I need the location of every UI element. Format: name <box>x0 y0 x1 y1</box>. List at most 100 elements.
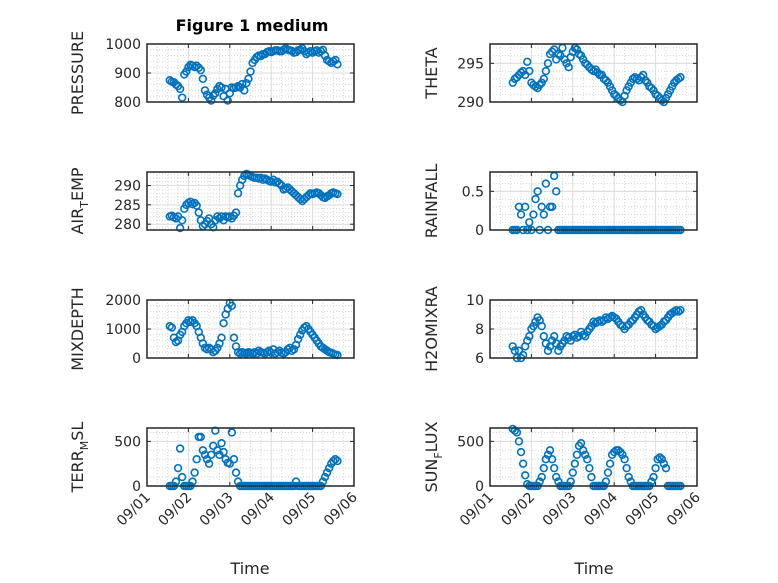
data-point <box>581 450 590 459</box>
data-point <box>171 477 181 486</box>
y-axis-label: H2OMIXRA <box>422 286 441 372</box>
data-point <box>510 426 520 435</box>
data-point <box>322 468 332 477</box>
y-tick-label: 800 <box>114 95 141 111</box>
data-point <box>211 89 220 98</box>
data-point <box>552 187 561 196</box>
y-tick-label: 285 <box>114 198 141 214</box>
axes-border <box>146 43 355 103</box>
data-point <box>198 339 208 348</box>
data-point <box>533 187 542 196</box>
x-axis-label: Time <box>573 559 613 578</box>
y-axis-label: THETA <box>422 47 441 99</box>
y-axis-label: MIXDEPTH <box>68 287 87 370</box>
data-point <box>676 73 685 82</box>
data-point <box>196 432 206 442</box>
y-tick-label: 290 <box>457 95 484 111</box>
data-point <box>198 74 208 84</box>
x-tick-label: 09/01 <box>457 490 497 530</box>
data-point <box>525 332 534 341</box>
data-point <box>541 66 551 76</box>
axes-frame <box>489 171 698 231</box>
panel-5-marks: 6 8 10 <box>466 293 698 367</box>
data-point <box>233 189 243 198</box>
data-point <box>549 45 559 54</box>
data-point <box>537 321 546 331</box>
data-point <box>275 179 284 188</box>
data-point <box>198 446 208 455</box>
data-point <box>547 202 557 212</box>
data-point <box>659 459 669 468</box>
data-point <box>177 472 187 482</box>
data-point <box>552 472 561 482</box>
data-point <box>175 84 185 94</box>
data-point <box>231 468 241 477</box>
data-point <box>566 477 575 486</box>
data-point <box>585 463 594 473</box>
y-tick-label: 0 <box>475 479 484 495</box>
data-point <box>225 459 235 468</box>
data-point <box>647 477 656 486</box>
data-point <box>233 477 243 486</box>
data-point <box>676 305 685 315</box>
data-point <box>601 477 611 486</box>
data-point <box>523 57 532 66</box>
data-point <box>593 68 602 77</box>
data-point <box>219 447 228 457</box>
data-point <box>324 463 334 473</box>
figure-title: Figure 1 medium <box>176 16 329 35</box>
data-point <box>618 450 627 459</box>
data-point <box>318 477 328 486</box>
data-point <box>578 446 588 455</box>
data-point <box>641 76 650 85</box>
data-point <box>612 91 621 101</box>
axes-border <box>146 299 355 359</box>
data-point <box>539 463 549 473</box>
data-point <box>520 202 530 212</box>
y-tick-label: 2000 <box>105 293 141 309</box>
data-point <box>657 455 667 464</box>
x-tick-label: 09/06 <box>664 489 704 529</box>
data-point <box>331 55 340 65</box>
data-point <box>190 468 199 477</box>
data-point <box>508 342 517 351</box>
y-tick-label: 500 <box>457 434 484 450</box>
y-tick-label: 0 <box>475 223 484 239</box>
data-point <box>219 319 228 328</box>
data-point <box>202 455 212 464</box>
y-axis-label: RAINFALL <box>422 164 441 239</box>
data-point <box>295 330 305 339</box>
data-point <box>514 346 524 355</box>
data-point <box>568 468 577 477</box>
data-point <box>510 346 520 355</box>
data-point <box>539 210 549 219</box>
panel-0-marks: 800 900 1000 <box>105 37 355 111</box>
data-point <box>211 426 220 435</box>
data-point <box>333 189 342 199</box>
data-point <box>529 321 538 331</box>
axes-border <box>146 171 355 231</box>
data-point <box>572 450 582 459</box>
panel-4-marks: 0 1000 2000 <box>105 293 355 367</box>
x-tick-label: 09/01 <box>114 490 154 530</box>
data-point <box>173 463 183 473</box>
data-point <box>651 463 660 473</box>
data-point <box>333 456 342 466</box>
data-point <box>200 86 210 95</box>
data-point <box>256 51 266 61</box>
data-point <box>217 333 226 342</box>
data-point <box>529 210 538 219</box>
data-point <box>572 45 582 54</box>
data-point <box>576 438 586 448</box>
y-tick-label: 0.5 <box>462 184 484 200</box>
x-tick-label: 09/05 <box>623 490 663 530</box>
data-point <box>194 208 203 217</box>
data-point <box>217 83 226 92</box>
axes-border <box>489 171 698 231</box>
data-point <box>225 212 235 221</box>
data-point <box>320 51 330 60</box>
data-point <box>293 334 303 344</box>
x-tick-label: 09/06 <box>321 489 361 529</box>
x-tick-label: 09/04 <box>238 489 278 529</box>
